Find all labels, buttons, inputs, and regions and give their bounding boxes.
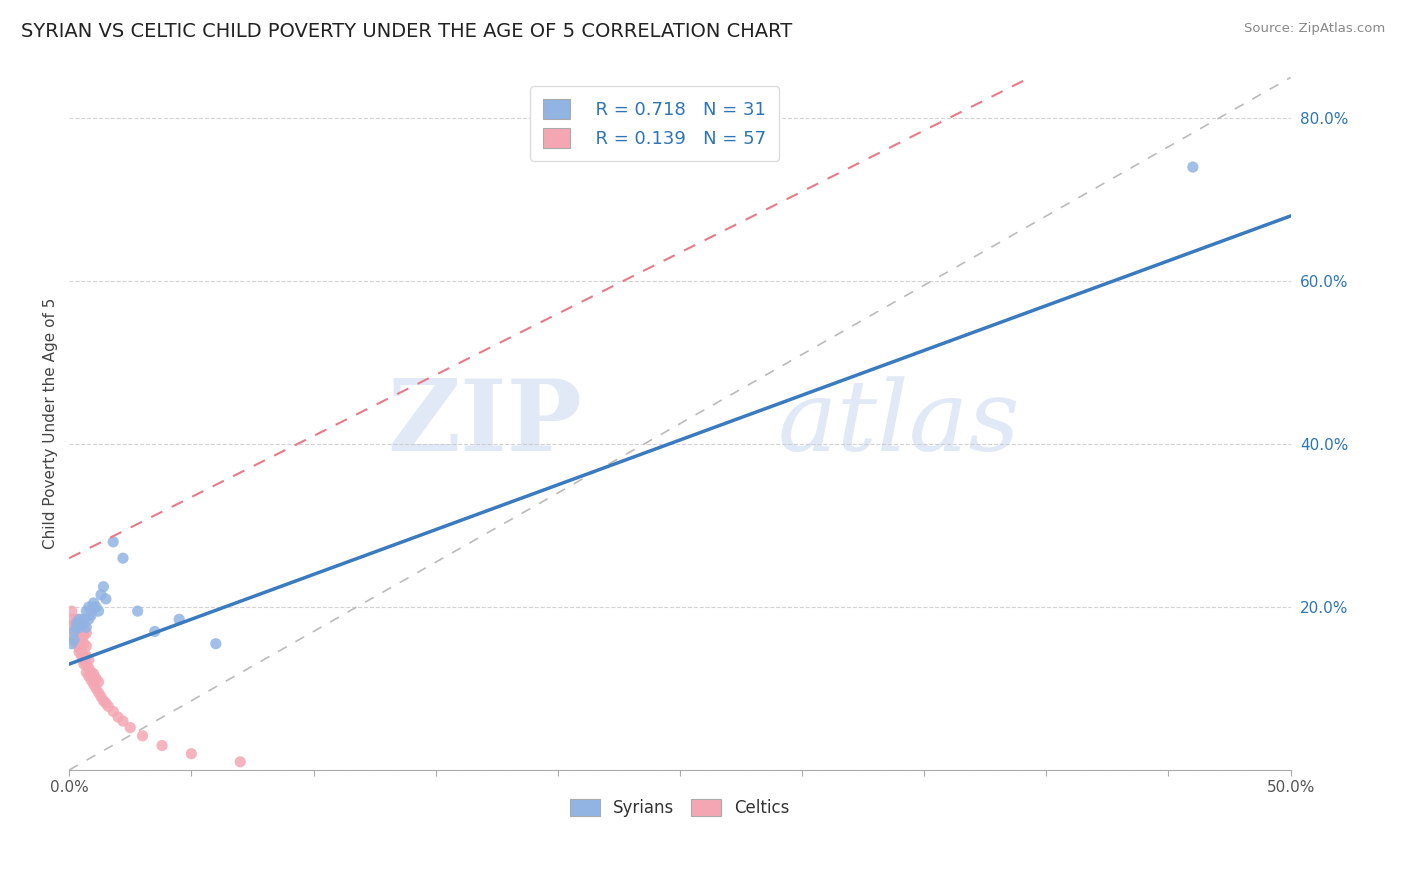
Point <box>204 637 226 651</box>
Text: atlas: atlas <box>778 376 1021 471</box>
Point <box>65 629 87 643</box>
Point <box>70 620 93 634</box>
Text: ZIP: ZIP <box>387 376 582 472</box>
Text: Source: ZipAtlas.com: Source: ZipAtlas.com <box>1244 22 1385 36</box>
Point <box>87 604 110 618</box>
Point <box>87 675 110 690</box>
Y-axis label: Child Poverty Under the Age of 5: Child Poverty Under the Age of 5 <box>44 298 58 549</box>
Point <box>94 591 117 606</box>
Point <box>94 696 117 710</box>
Point <box>84 672 107 686</box>
Point <box>67 640 90 655</box>
Point <box>111 714 134 728</box>
Point <box>77 661 100 675</box>
Point <box>73 648 96 663</box>
Point <box>150 739 173 753</box>
Legend: Syrians, Celtics: Syrians, Celtics <box>564 792 797 824</box>
Text: SYRIAN VS CELTIC CHILD POVERTY UNDER THE AGE OF 5 CORRELATION CHART: SYRIAN VS CELTIC CHILD POVERTY UNDER THE… <box>21 22 793 41</box>
Point <box>90 588 112 602</box>
Point <box>93 580 115 594</box>
Point <box>63 632 86 647</box>
Point <box>77 653 100 667</box>
Point <box>75 639 97 653</box>
Point <box>73 637 96 651</box>
Point <box>1181 160 1204 174</box>
Point <box>60 637 83 651</box>
Point <box>80 673 103 688</box>
Point <box>67 629 90 643</box>
Point <box>127 604 149 618</box>
Point <box>75 620 97 634</box>
Point <box>70 629 93 643</box>
Point <box>80 604 103 618</box>
Point <box>70 618 93 632</box>
Point <box>63 629 86 643</box>
Point <box>93 694 115 708</box>
Point <box>60 604 83 618</box>
Point <box>63 616 86 631</box>
Point <box>77 612 100 626</box>
Point <box>83 596 105 610</box>
Point <box>67 637 90 651</box>
Point <box>167 612 190 626</box>
Point <box>83 677 105 691</box>
Point <box>111 551 134 566</box>
Point <box>65 624 87 639</box>
Point <box>73 612 96 626</box>
Point <box>73 653 96 667</box>
Point <box>63 632 86 647</box>
Point <box>67 612 90 626</box>
Point <box>97 699 120 714</box>
Point <box>84 681 107 696</box>
Point <box>63 624 86 639</box>
Point <box>65 632 87 647</box>
Point <box>83 600 105 615</box>
Point <box>180 747 202 761</box>
Point <box>65 637 87 651</box>
Point <box>65 616 87 631</box>
Point <box>131 729 153 743</box>
Point <box>75 665 97 680</box>
Point <box>107 710 129 724</box>
Point <box>143 624 166 639</box>
Point <box>80 608 103 623</box>
Point <box>75 648 97 663</box>
Point <box>65 620 87 634</box>
Point <box>120 721 142 735</box>
Point <box>63 620 86 634</box>
Point <box>70 648 93 663</box>
Point <box>103 704 125 718</box>
Point <box>73 616 96 631</box>
Point <box>73 657 96 671</box>
Point <box>87 685 110 699</box>
Point <box>67 620 90 634</box>
Point <box>75 657 97 671</box>
Point <box>77 669 100 683</box>
Point <box>103 534 125 549</box>
Point <box>75 626 97 640</box>
Point <box>73 629 96 643</box>
Point <box>77 600 100 615</box>
Point <box>67 645 90 659</box>
Point <box>70 634 93 648</box>
Point <box>60 612 83 626</box>
Point <box>60 620 83 634</box>
Point <box>65 612 87 626</box>
Point <box>70 642 93 657</box>
Point <box>70 615 93 629</box>
Point <box>73 612 96 626</box>
Point <box>75 604 97 618</box>
Point <box>73 620 96 634</box>
Point <box>90 690 112 704</box>
Point <box>229 755 252 769</box>
Point <box>67 620 90 634</box>
Point <box>80 665 103 680</box>
Point <box>83 666 105 681</box>
Point <box>84 600 107 615</box>
